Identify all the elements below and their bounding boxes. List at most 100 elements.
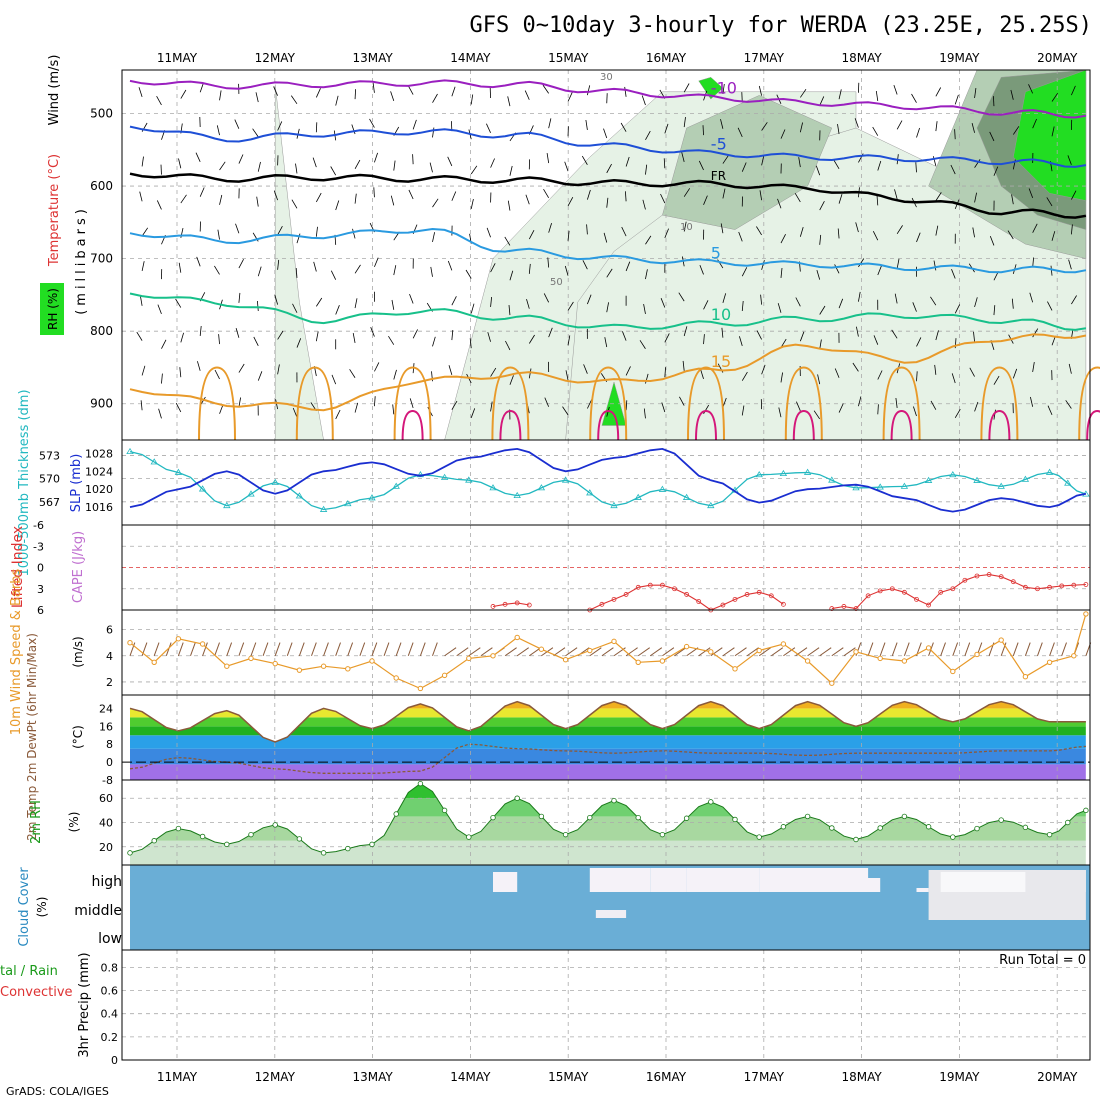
cloud-level-label: middle: [74, 903, 122, 919]
wind-barb: [722, 188, 726, 199]
wind-barb: [722, 83, 725, 94]
rh-marker: [369, 841, 375, 848]
temp-line: [129, 700, 1086, 743]
wind-speed-marker: [199, 641, 206, 647]
wind-barb: [916, 337, 922, 347]
slp-label: SLP (mb): [69, 454, 84, 513]
rh-marker: [151, 838, 157, 844]
wind-barb: [543, 293, 550, 303]
wind-barb: [323, 642, 329, 656]
lifted-index-marker: [732, 596, 738, 602]
rh-marker: [901, 813, 908, 820]
wind-barb: [916, 232, 921, 243]
cloud-gap: [722, 868, 760, 892]
date-tick-label: 12MAY: [255, 1070, 296, 1084]
wind-barb: [989, 235, 995, 246]
wind-speed-marker: [1046, 659, 1053, 666]
cloud-gap: [493, 872, 518, 892]
rh-marker: [877, 825, 883, 831]
wind-speed-marker: [998, 637, 1004, 643]
wind-barb: [199, 325, 202, 337]
dewpoint-line: [129, 743, 1086, 774]
wind-barb: [838, 193, 843, 204]
wind-speed-marker: [248, 655, 254, 662]
wind-barb: [877, 265, 882, 276]
wind-barb: [819, 647, 832, 657]
date-tick-label: 11MAY: [157, 1070, 198, 1084]
rh-marker: [320, 850, 327, 856]
rh-marker: [562, 831, 569, 838]
wind-barb: [469, 338, 472, 349]
wind-speed-marker: [345, 666, 351, 672]
left-tick-label: 573: [39, 449, 60, 462]
wind-barb: [896, 258, 900, 269]
wind-barb: [660, 193, 666, 204]
date-tick-label: 13MAY: [352, 51, 393, 65]
wind-barb: [252, 128, 259, 138]
wind-barb: [238, 259, 244, 269]
wind-barb: [780, 129, 786, 139]
wind-barb: [872, 231, 879, 241]
thickness-marker: [755, 470, 763, 478]
wind-barb: [852, 362, 859, 372]
wind-barb: [487, 332, 491, 342]
wind-barb: [528, 368, 532, 379]
wind-speed-marker: [683, 643, 690, 650]
wind-barb: [238, 363, 245, 373]
wind-barb: [800, 88, 807, 98]
wind-barb: [235, 327, 240, 338]
wind-barb: [1011, 298, 1014, 309]
wind-barb: [756, 330, 762, 340]
wind-barb: [951, 373, 956, 384]
wind-barb: [546, 153, 550, 164]
wind-barb: [1068, 363, 1072, 374]
cloud-level-label: high: [91, 874, 122, 890]
date-tick-label: 14MAY: [450, 1070, 491, 1084]
wind-barb: [683, 326, 688, 337]
wind-barb: [896, 225, 903, 235]
wind-barb: [315, 88, 321, 98]
wind-barb: [178, 262, 182, 273]
wind-barb: [480, 647, 493, 657]
wind-barb: [490, 401, 493, 412]
thickness-label: 1000-500mb Thickness (dm): [17, 389, 32, 576]
wind-barb: [796, 401, 801, 411]
wind-speed-marker: [635, 659, 641, 666]
wind-barb: [444, 647, 457, 657]
wind-barb: [838, 403, 844, 413]
wind-barb: [1065, 400, 1072, 409]
rh-marker: [829, 825, 835, 831]
wind-barb: [190, 642, 196, 656]
wind-barb: [993, 166, 999, 176]
wind-barb: [234, 119, 240, 129]
wind-barb: [606, 268, 613, 278]
wind-barb: [877, 404, 879, 415]
thickness-marker: [828, 476, 836, 483]
wind-barb: [734, 647, 747, 657]
wind-barb: [253, 336, 259, 347]
wind-barb: [349, 369, 356, 378]
wind-barb: [565, 647, 578, 657]
wind-barb: [876, 195, 879, 206]
wind-barb: [952, 642, 959, 656]
wind-barb: [277, 364, 280, 375]
wind-barb: [508, 305, 511, 316]
wind-barb: [388, 335, 395, 345]
rh-marker: [345, 845, 351, 852]
wind-speed-marker: [151, 659, 157, 666]
wind-barb: [872, 126, 879, 136]
wind-barb: [604, 337, 608, 348]
wind-speed-marker: [732, 666, 738, 672]
wind-barb: [741, 405, 745, 416]
wind-barb: [490, 296, 492, 307]
wind-barb: [854, 118, 859, 128]
wind-barb: [256, 196, 259, 207]
wind-barb: [969, 367, 975, 377]
lifted-index-marker: [684, 592, 689, 597]
wind-barb: [516, 647, 529, 657]
wind-barb: [315, 192, 322, 203]
date-tick-label: 15MAY: [548, 1070, 589, 1084]
y-tick-label: 4: [106, 650, 113, 663]
wind-barb: [831, 647, 844, 657]
